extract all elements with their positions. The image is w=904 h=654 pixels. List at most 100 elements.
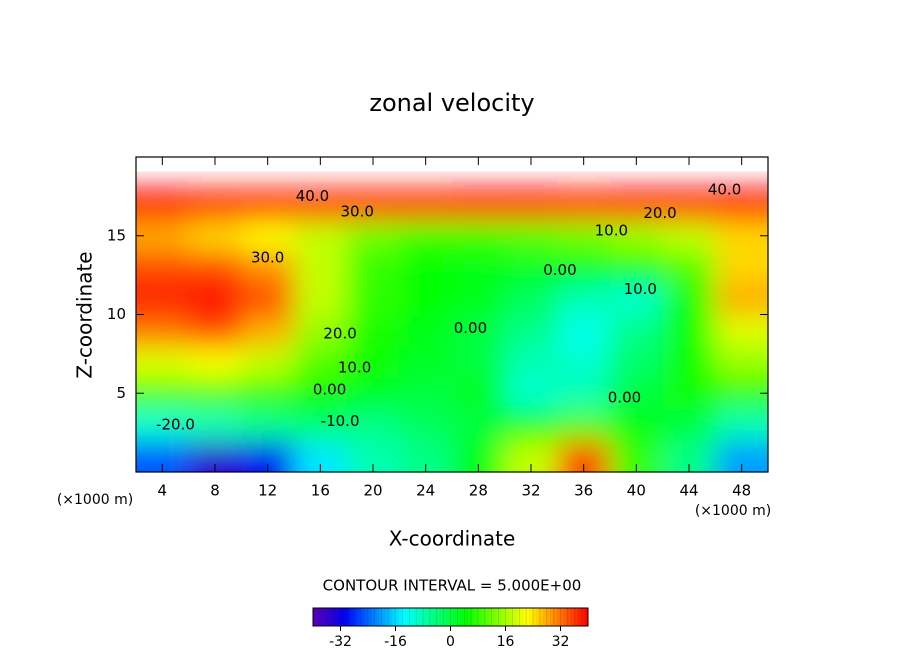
- x-tick-label: 24: [416, 482, 435, 500]
- colorbar-tick-label: 32: [552, 634, 570, 650]
- cell: [241, 377, 295, 410]
- cell: [399, 409, 453, 441]
- cell: [452, 283, 506, 315]
- colorbar-swatch: [326, 607, 331, 627]
- colorbar-tick-label: -16: [384, 634, 407, 650]
- cell: [610, 409, 664, 441]
- x-tick-label: 40: [627, 482, 646, 500]
- cell: [452, 314, 506, 347]
- overlay: 4 8 12 16 20 24 28 32 36 40 44 485101540.030.040.02…: [107, 157, 768, 500]
- colorbar-swatch: [481, 608, 486, 626]
- cell: [662, 377, 716, 410]
- cell: [452, 188, 506, 221]
- cell: [399, 283, 453, 315]
- cell: [557, 220, 611, 252]
- cell: [662, 251, 716, 284]
- colorbar-tick-label: -32: [329, 634, 352, 650]
- contour-label: 20.0: [323, 325, 356, 343]
- cell: [715, 220, 768, 252]
- colorbar-swatch: [457, 607, 462, 627]
- x-tick-label: 48: [732, 482, 751, 500]
- cell: [610, 220, 664, 252]
- colorbar-tick-label: 0: [446, 634, 455, 650]
- contour-label: -20.0: [156, 415, 195, 433]
- colorbar-swatch: [385, 608, 389, 626]
- cell: [294, 251, 348, 284]
- cell: [662, 346, 716, 378]
- colorbar-swatch: [560, 607, 565, 627]
- cell: [399, 251, 453, 284]
- contour-label: 10.0: [595, 222, 628, 240]
- x-tick-label: 4: [158, 482, 168, 500]
- cell: [294, 377, 348, 410]
- cell: [452, 220, 506, 252]
- cell: [346, 251, 400, 284]
- contour-label: 0.00: [313, 381, 346, 399]
- cell: [241, 220, 295, 252]
- colorbar-swatch: [539, 607, 544, 627]
- cell: [452, 409, 506, 441]
- contour-label: 0.00: [608, 388, 641, 406]
- colorbar-swatch: [453, 608, 458, 626]
- x-tick-label: 36: [574, 482, 593, 500]
- colorbar-swatch: [395, 607, 400, 627]
- colorbar-swatch: [512, 607, 517, 627]
- cell: [504, 220, 558, 252]
- cell: [610, 377, 664, 410]
- colorbar-swatch: [433, 608, 438, 626]
- cell: [557, 440, 611, 472]
- plot-frame: [135, 156, 769, 473]
- colorbar-swatch: [498, 607, 503, 627]
- contour-interval: CONTOUR INTERVAL = 5.000E+00: [323, 577, 582, 595]
- cell: [452, 440, 506, 472]
- cell: [504, 283, 558, 315]
- cell: [557, 346, 611, 378]
- cell: [188, 251, 242, 284]
- colorbar-swatch: [412, 608, 417, 626]
- colorbar-swatch: [364, 608, 369, 626]
- colorbar-swatch: [312, 607, 317, 627]
- cell: [504, 251, 558, 284]
- cell: [610, 283, 664, 315]
- cell: [715, 283, 768, 315]
- cell: [504, 188, 558, 221]
- colorbar-swatch: [436, 607, 441, 627]
- cell: [715, 314, 768, 347]
- colorbar-swatch: [584, 608, 589, 626]
- cell: [188, 346, 242, 378]
- cell: [662, 409, 716, 441]
- cell: [504, 409, 558, 441]
- contour-label: 0.00: [543, 261, 576, 279]
- colorbar-swatch: [532, 607, 537, 627]
- colorbar-swatch: [343, 608, 348, 626]
- cells: [136, 188, 768, 472]
- cell: [610, 188, 664, 221]
- x-tick-label: 8: [210, 482, 220, 500]
- colorbar-swatch: [502, 608, 506, 626]
- cell: [610, 346, 664, 378]
- colorbar-swatch: [488, 608, 493, 626]
- cell: [136, 409, 190, 441]
- colorbar-swatch: [447, 608, 451, 626]
- x-tick-label: 32: [521, 482, 540, 500]
- colorbar-swatch: [508, 608, 513, 626]
- colorbar-swatch: [460, 608, 465, 626]
- cell: [241, 188, 295, 221]
- cell: [610, 440, 664, 472]
- colorbar: -32 -16 0 16 32: [312, 607, 589, 650]
- cell: [346, 220, 400, 252]
- colorbar-swatch: [388, 607, 393, 627]
- cell: [557, 314, 611, 347]
- colorbar-tick-label: 16: [497, 634, 515, 650]
- colorbar-swatch: [567, 607, 572, 627]
- cell: [346, 409, 400, 441]
- cell: [346, 346, 400, 378]
- colorbar-swatch: [563, 608, 568, 626]
- cell: [715, 346, 768, 378]
- cell: [241, 251, 295, 284]
- colorbar-swatch: [529, 608, 534, 626]
- y-tick-label: 15: [107, 226, 126, 244]
- cell: [294, 346, 348, 378]
- cell: [136, 251, 190, 284]
